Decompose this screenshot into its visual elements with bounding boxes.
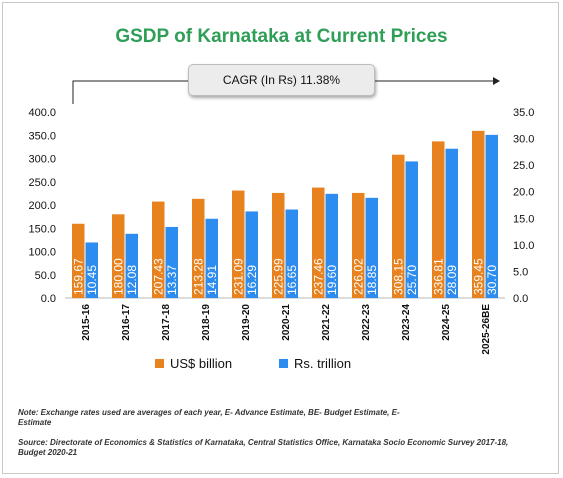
data-label-rs: 18.85 (365, 265, 379, 295)
x-tick-label: 2017-18 (161, 304, 172, 341)
legend-swatch-rs (279, 359, 288, 368)
bar-usd (72, 223, 85, 298)
bar-rs (205, 218, 218, 298)
data-label-rs: 13.37 (165, 265, 179, 295)
data-label-usd: 225.99 (271, 258, 285, 295)
bar-usd (432, 141, 445, 298)
bar-usd (112, 214, 125, 298)
bar-rs (125, 233, 138, 298)
y-right-tick-label: 0.0 (513, 293, 528, 305)
y-left-tick-label: 50.0 (35, 270, 56, 282)
bar-rs (85, 242, 98, 298)
data-label-usd: 207.43 (151, 258, 165, 295)
data-label-usd: 231.09 (231, 258, 245, 295)
bar-rs (165, 226, 178, 298)
x-tick-label: 2018-19 (201, 304, 212, 341)
y-left-tick-label: 300.0 (28, 154, 56, 166)
data-label-rs: 16.29 (245, 265, 259, 295)
cagr-arrow-stem (72, 80, 188, 104)
bar-rs (405, 161, 418, 298)
data-label-usd: 336.81 (431, 258, 445, 295)
y-right-tick-label: 15.0 (513, 213, 534, 225)
y-left-tick-label: 200.0 (28, 200, 56, 212)
bar-rs (445, 148, 458, 298)
y-left-tick-label: 350.0 (28, 130, 56, 142)
chart-title: GSDP of Karnataka at Current Prices (115, 26, 448, 47)
y-left-tick-label: 250.0 (28, 177, 56, 189)
data-label-usd: 226.02 (351, 258, 365, 295)
cagr-arrow-head (493, 77, 500, 85)
bar-rs (485, 134, 498, 298)
cagr-callout: CAGR (In Rs) 11.38% (188, 64, 375, 96)
data-label-rs: 14.91 (205, 265, 219, 295)
y-right-tick-label: 5.0 (513, 266, 528, 278)
data-label-rs: 19.60 (325, 265, 339, 295)
data-label-rs: 30.70 (485, 265, 499, 295)
data-label-rs: 16.65 (285, 265, 299, 295)
data-label-rs: 12.08 (125, 265, 139, 295)
bar-usd (472, 130, 485, 298)
y-right-tick-label: 30.0 (513, 134, 534, 146)
y-right-tick-label: 10.0 (513, 240, 534, 252)
data-label-usd: 359.45 (471, 258, 485, 295)
data-label-usd: 308.15 (391, 258, 405, 295)
x-tick-label: 2015-16 (81, 304, 92, 341)
bar-rs (325, 193, 338, 298)
bar-usd (272, 192, 285, 298)
legend-label-rs: Rs. trillion (294, 356, 351, 371)
data-label-rs: 10.45 (85, 265, 99, 295)
y-right-tick-label: 20.0 (513, 187, 534, 199)
x-tick-label: 2023-24 (401, 304, 412, 341)
y-left-tick-label: 400.0 (28, 107, 56, 119)
legend-swatch-usd (155, 359, 164, 368)
bar-usd (392, 154, 405, 298)
data-label-rs: 28.09 (445, 265, 459, 295)
x-tick-label: 2024-25 (441, 304, 452, 341)
y-right-tick-label: 25.0 (513, 160, 534, 172)
bar-rs (245, 211, 258, 298)
bar-usd (312, 187, 325, 298)
data-label-usd: 180.00 (111, 258, 125, 295)
y-left-tick-label: 0.0 (41, 293, 56, 305)
bar-rs (285, 209, 298, 298)
x-tick-label: 2022-23 (361, 304, 372, 341)
x-tick-label: 2021-22 (321, 304, 332, 341)
bar-usd (152, 201, 165, 298)
bar-usd (352, 192, 365, 298)
x-tick-label: 2019-20 (241, 304, 252, 341)
chart-note: Note: Exchange rates used are averages o… (18, 408, 400, 427)
bar-usd (232, 190, 245, 298)
x-tick-label: 2025-26BE (481, 304, 492, 355)
data-label-usd: 237.46 (311, 258, 325, 295)
data-label-usd: 159.67 (71, 258, 85, 295)
data-label-rs: 25.70 (405, 265, 419, 295)
data-label-usd: 213.28 (191, 258, 205, 295)
y-right-tick-label: 35.0 (513, 107, 534, 119)
x-tick-label: 2016-17 (121, 304, 132, 341)
chart-source: Source: Directorate of Economics & Stati… (18, 438, 509, 457)
y-left-tick-label: 100.0 (28, 247, 56, 259)
bar-usd (192, 198, 205, 298)
y-left-tick-label: 150.0 (28, 223, 56, 235)
bar-rs (365, 197, 378, 298)
legend-label-usd: US$ billion (170, 356, 232, 371)
x-tick-label: 2020-21 (281, 304, 292, 341)
chart-frame (2, 2, 559, 474)
